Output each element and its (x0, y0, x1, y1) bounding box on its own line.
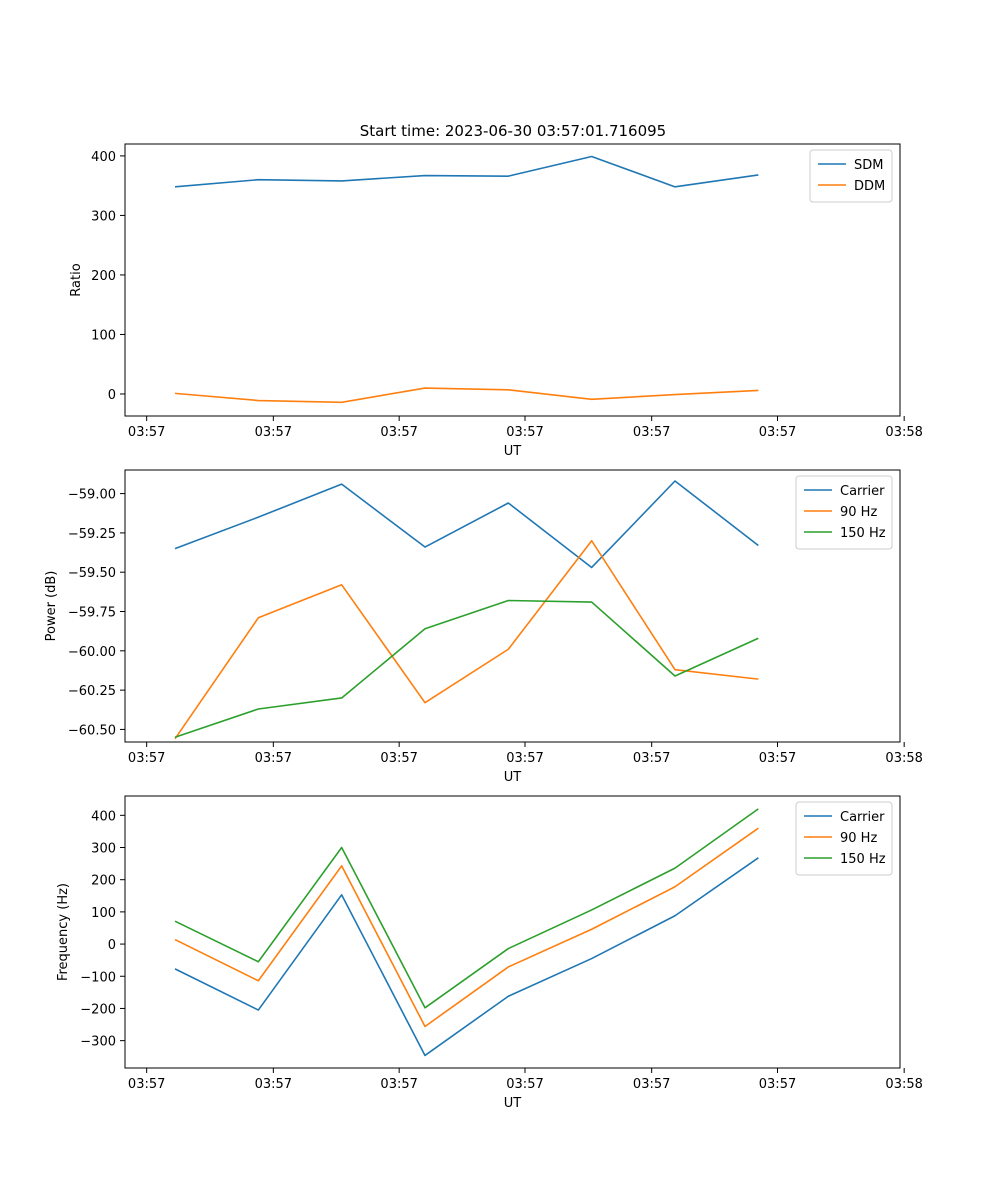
x-tick-label: 03:57 (380, 1077, 417, 1092)
series-line-150-hz (174, 808, 759, 1009)
y-tick-label: 400 (91, 150, 116, 165)
series-line-carrier (174, 857, 759, 1057)
panel-2: 03:57 03:57 03:57 03:57 03:57 03:57 03:58 −60.5… (44, 469, 923, 785)
panel-1: 03:57 03:57 03:57 03:57 03:57 03:57 03:58 0 100 2… (69, 143, 923, 459)
figure-title: Start time: 2023-06-30 03:57:01.716095 (360, 122, 666, 140)
y-tick-label: −60.25 (68, 684, 116, 699)
x-tick-label: 03:57 (506, 1077, 543, 1092)
x-tick-label: 03:57 (633, 751, 670, 766)
legend-label: 150 Hz (840, 852, 886, 867)
x-tick-label: 03:57 (759, 751, 796, 766)
x-axis-label: UT (504, 770, 522, 785)
legend-label: SDM (854, 158, 883, 173)
legend-label: 150 Hz (840, 526, 886, 541)
y-tick-label: −300 (80, 1035, 116, 1050)
y-tick-label: −200 (80, 1002, 116, 1017)
x-tick-label: 03:57 (633, 1077, 670, 1092)
series-line-150-hz (174, 599, 759, 739)
x-tick-label: 03:57 (759, 425, 796, 440)
y-tick-label: −59.25 (68, 527, 116, 542)
axes-frame (124, 143, 901, 417)
axes-frame (124, 795, 901, 1069)
legend-label: Carrier (840, 810, 885, 825)
y-tick-label: 400 (91, 809, 116, 824)
series-line-90-hz (174, 827, 759, 1028)
y-tick-label: 0 (108, 388, 116, 403)
y-tick-label: 100 (91, 328, 116, 343)
x-tick-label: 03:57 (128, 751, 165, 766)
y-tick-label: 100 (91, 906, 116, 921)
y-tick-label: −100 (80, 970, 116, 985)
legend-label: 90 Hz (840, 505, 877, 520)
x-tick-label: 03:57 (759, 1077, 796, 1092)
x-tick-label: 03:58 (885, 751, 922, 766)
x-tick-label: 03:58 (885, 1077, 922, 1092)
legend (809, 149, 893, 203)
series-line-90-hz (174, 539, 759, 740)
panel-3: 03:57 03:57 03:57 03:57 03:57 03:57 03:58 −300 −… (56, 795, 923, 1111)
y-tick-label: 0 (108, 938, 116, 953)
axes-frame (124, 469, 901, 743)
series-line-ddm (174, 387, 759, 404)
x-tick-label: 03:57 (128, 425, 165, 440)
y-tick-label: 300 (91, 209, 116, 224)
x-tick-label: 03:57 (255, 425, 292, 440)
y-tick-label: −59.75 (68, 606, 116, 621)
x-tick-label: 03:57 (128, 1077, 165, 1092)
legend-label: 90 Hz (840, 831, 877, 846)
y-tick-label: −59.00 (68, 488, 116, 503)
x-axis-label: UT (504, 1096, 522, 1111)
legend (795, 475, 893, 550)
x-tick-label: 03:58 (885, 425, 922, 440)
x-axis-label: UT (504, 444, 522, 459)
series-line-carrier (174, 480, 759, 569)
x-tick-label: 03:57 (255, 1077, 292, 1092)
y-tick-label: −60.00 (68, 645, 116, 660)
y-tick-label: 300 (91, 842, 116, 857)
y-axis-label: Power (dB) (44, 571, 59, 642)
y-tick-label: −59.50 (68, 566, 116, 581)
y-tick-label: −60.50 (68, 723, 116, 738)
series-line-sdm (174, 155, 759, 188)
y-axis-label: Ratio (69, 263, 84, 296)
legend-label: DDM (854, 179, 885, 194)
y-tick-label: 200 (91, 269, 116, 284)
x-tick-label: 03:57 (380, 425, 417, 440)
legend (795, 801, 893, 876)
x-tick-label: 03:57 (255, 751, 292, 766)
x-tick-label: 03:57 (506, 425, 543, 440)
x-tick-label: 03:57 (506, 751, 543, 766)
panels: 03:57 03:57 03:57 03:57 03:57 03:57 03:58 0 100 2… (44, 143, 923, 1111)
y-axis-label: Frequency (Hz) (56, 883, 71, 981)
x-tick-label: 03:57 (380, 751, 417, 766)
x-tick-label: 03:57 (633, 425, 670, 440)
legend-label: Carrier (840, 484, 885, 499)
y-tick-label: 200 (91, 874, 116, 889)
